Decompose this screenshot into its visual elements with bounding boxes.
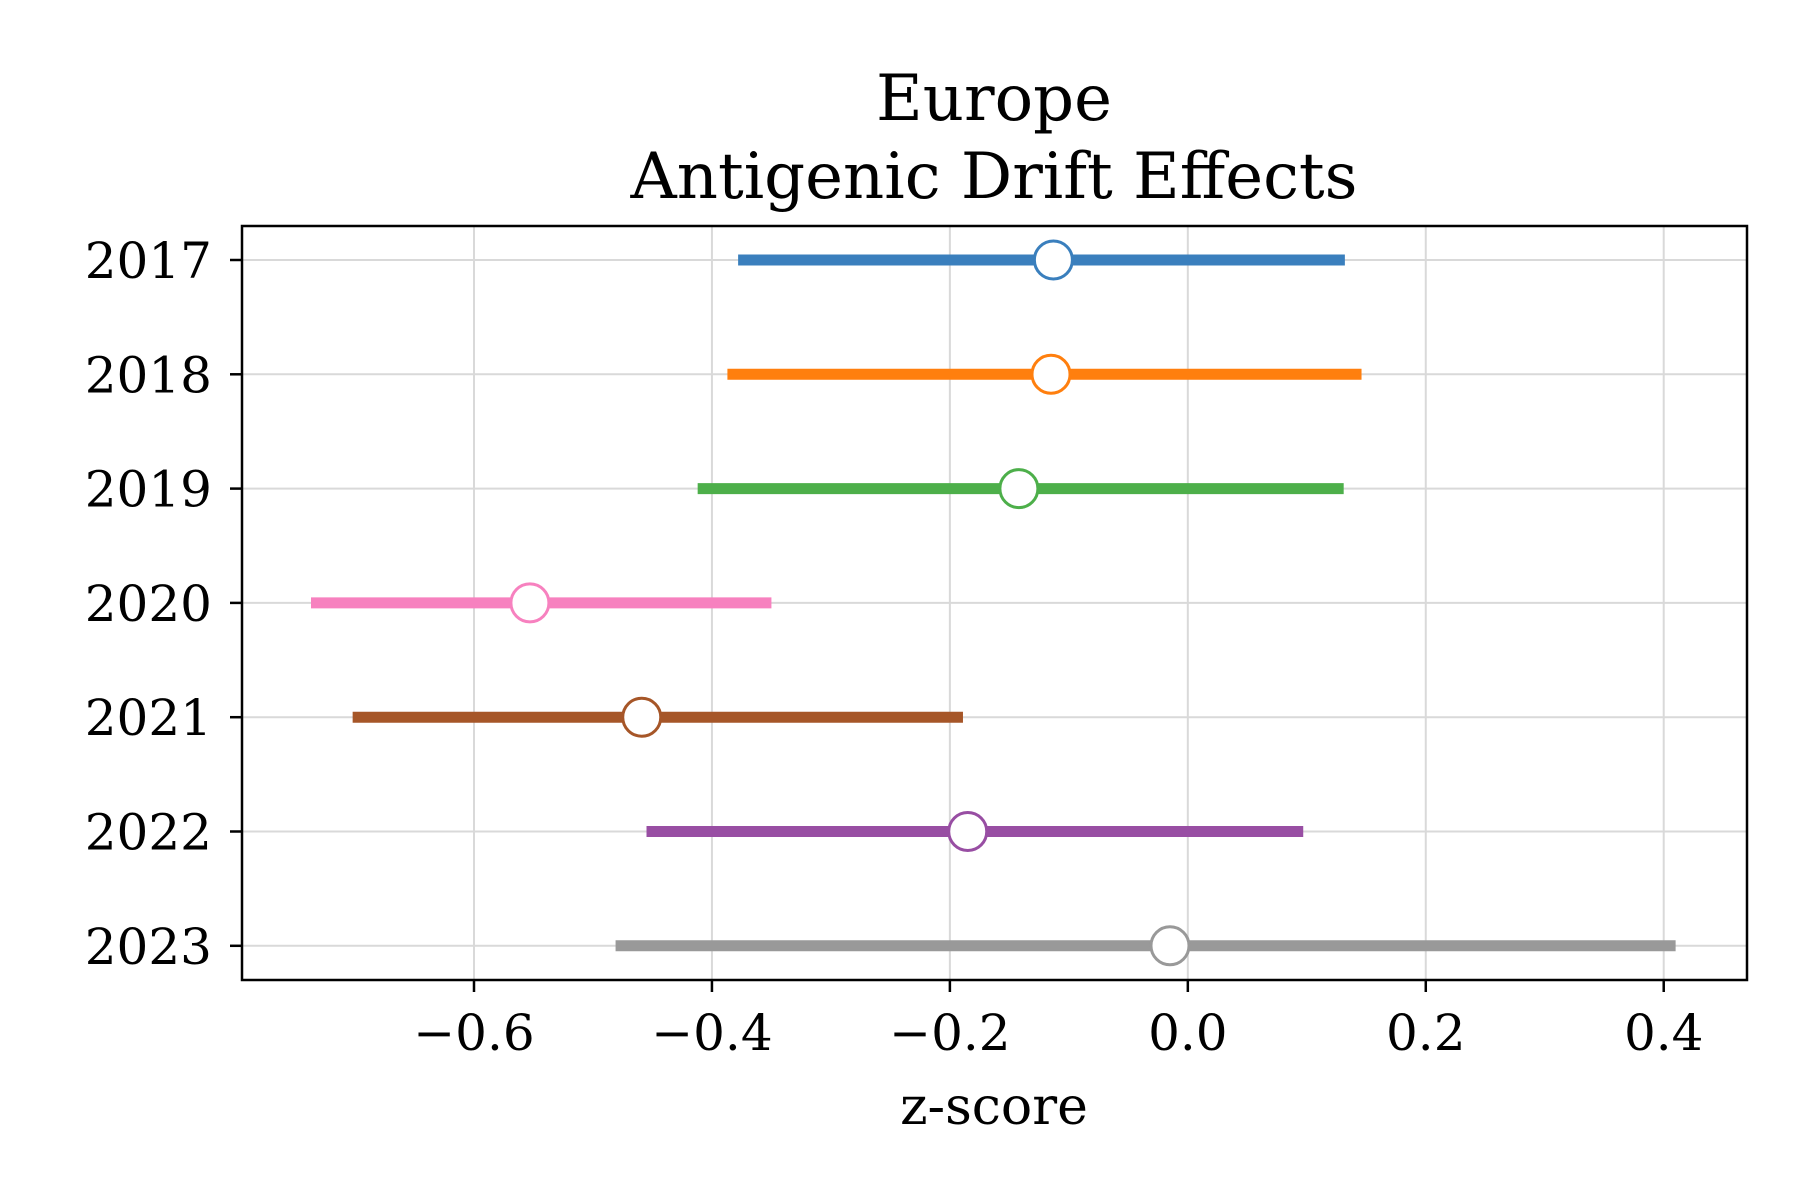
x-tick-label: 0.0: [1148, 1004, 1228, 1062]
chart-title: Europe Antigenic Drift Effects: [630, 62, 1358, 214]
chart-title-line-2: Antigenic Drift Effects: [630, 140, 1358, 214]
x-tick-label: 0.4: [1624, 1004, 1704, 1062]
estimate-point-2017: [1032, 239, 1074, 281]
x-tick-label: −0.4: [651, 1004, 772, 1062]
y-tick-label: 2021: [85, 689, 212, 747]
x-axis-label: z-score: [900, 1077, 1088, 1137]
estimate-point-2019: [998, 468, 1040, 510]
chart-title-line-1: Europe: [876, 62, 1112, 136]
ticks-layer: −0.6 −0.4 −0.2 0.0 0.2 0.4 2017 2018 2019 2020 202…: [85, 232, 1704, 1062]
y-tick-label: 2019: [85, 461, 212, 519]
x-tick-label: 0.2: [1386, 1004, 1466, 1062]
x-tick-label: −0.6: [413, 1004, 534, 1062]
estimate-point-2018: [1030, 353, 1072, 395]
y-tick-label: 2022: [85, 804, 212, 862]
estimate-point-2020: [509, 582, 551, 624]
y-tick-label: 2020: [85, 575, 212, 633]
y-tick-label: 2023: [85, 918, 212, 976]
bars-layer: [311, 239, 1676, 967]
estimate-point-2021: [621, 696, 663, 738]
x-tick-label: −0.2: [889, 1004, 1010, 1062]
estimate-point-2023: [1149, 925, 1191, 967]
y-tick-label: 2018: [85, 346, 212, 404]
y-tick-label: 2017: [85, 232, 212, 290]
estimate-point-2022: [947, 811, 989, 852]
